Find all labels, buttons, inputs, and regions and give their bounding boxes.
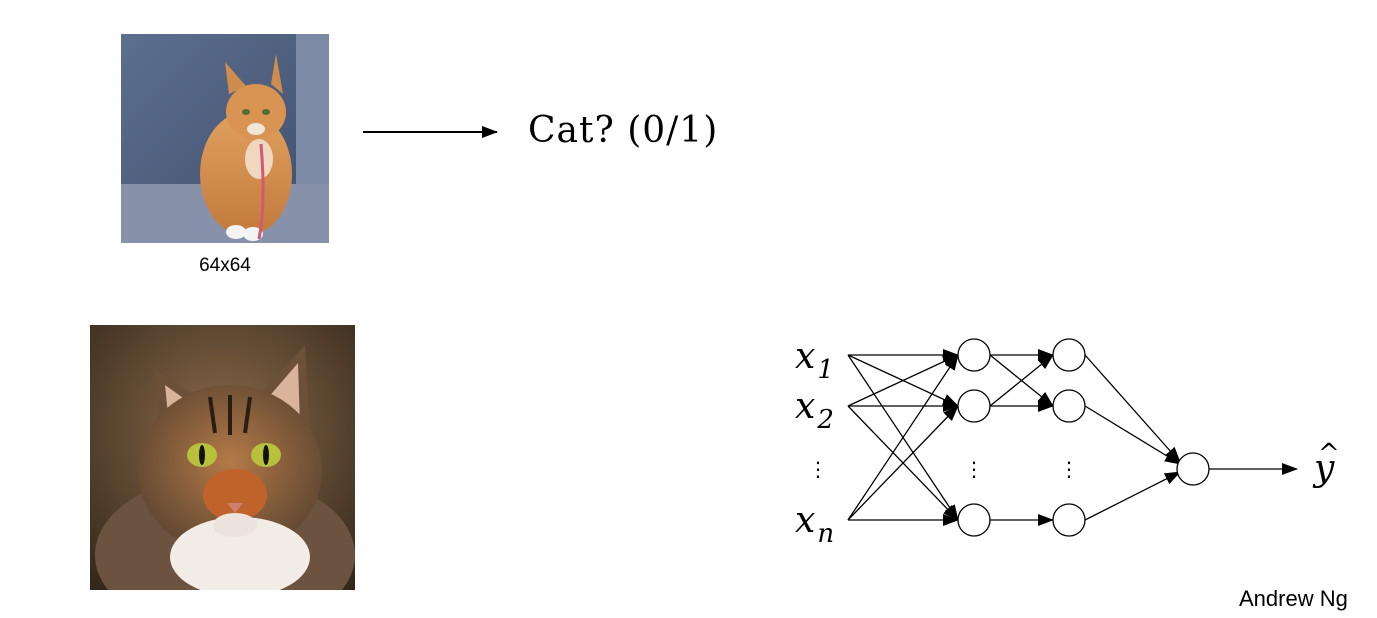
small-cat-illustration (121, 34, 329, 243)
output-yhat-label: y (1312, 448, 1335, 489)
hidden1-node (957, 389, 991, 423)
input-xn-label: xn (795, 500, 834, 549)
small-cat-photo (121, 34, 329, 243)
large-cat-photo (90, 325, 355, 590)
network-nodes (957, 338, 1210, 537)
output-hat-symbol: ^ (1318, 439, 1340, 469)
hidden1-node (957, 338, 991, 372)
input-ellipsis: ⋮ (808, 457, 828, 481)
author-credit: Andrew Ng (1239, 586, 1348, 611)
hidden2-node (1052, 389, 1086, 423)
hidden2-node (1052, 338, 1086, 372)
large-cat-illustration (90, 325, 355, 590)
hidden2-ellipsis: ⋮ (1059, 457, 1079, 481)
hidden2-node (1052, 503, 1086, 537)
output-node (1176, 452, 1210, 486)
hidden1-node (957, 503, 991, 537)
hidden1-ellipsis: ⋮ (964, 457, 984, 481)
input-x2-label: x2 (795, 386, 834, 435)
output-question: Cat? (0/1) (528, 110, 719, 151)
input-x1-label: x1 (795, 336, 834, 385)
neural-network-diagram (847, 349, 1298, 526)
image-size-caption: 64x64 (199, 255, 251, 276)
